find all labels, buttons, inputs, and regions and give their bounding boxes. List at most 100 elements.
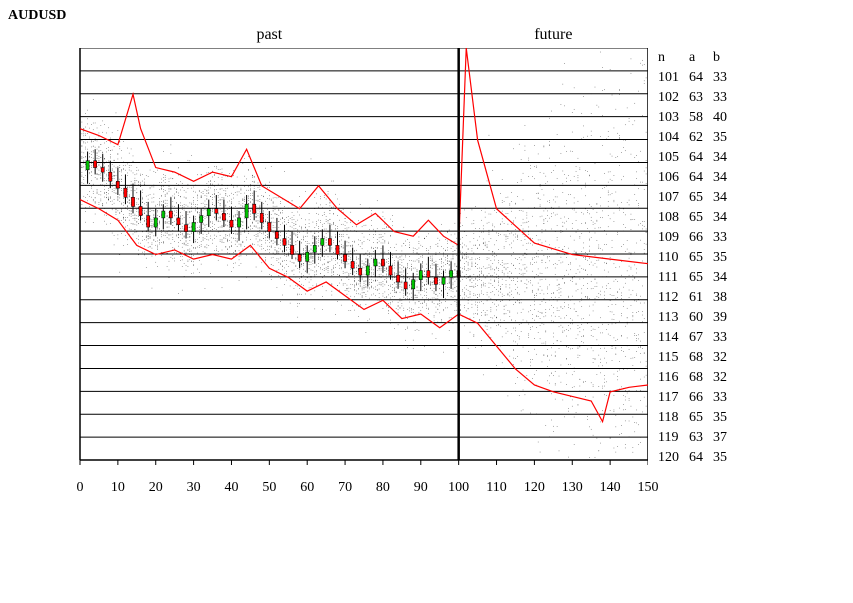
table-cell: 117 [658,388,689,408]
x-tick-label: 40 [224,480,238,496]
x-tick-label: 150 [638,480,659,496]
page-title: AUDUSD [8,8,845,24]
data-table: nab1016433102633310358401046235105643410… [658,48,737,468]
table-row: 1126138 [658,288,737,308]
table-cell: 58 [689,108,713,128]
table-row: 1026333 [658,88,737,108]
x-tick-label: 110 [486,480,506,496]
table-cell: 112 [658,288,689,308]
table-row: 1066434 [658,168,737,188]
table-cell: 111 [658,268,689,288]
table-cell: 68 [689,348,713,368]
table-cell: 67 [689,328,713,348]
table-cell: 101 [658,68,689,88]
x-tick-label: 30 [187,480,201,496]
table-cell: 102 [658,88,689,108]
table-cell: 35 [713,448,737,468]
table-cell: 64 [689,448,713,468]
table-row: 1106535 [658,248,737,268]
table-row: 1176633 [658,388,737,408]
table-cell: 32 [713,348,737,368]
x-tick-label: 80 [376,480,390,496]
x-tick-label: 60 [300,480,314,496]
table-header: b [713,48,737,68]
x-tick-label: 20 [149,480,163,496]
table-row: 1046235 [658,128,737,148]
table-row: 1186535 [658,408,737,428]
table-cell: 105 [658,148,689,168]
table-row: 1096633 [658,228,737,248]
table-cell: 104 [658,128,689,148]
x-tick-label: 70 [338,480,352,496]
table-row: 1056434 [658,148,737,168]
table-cell: 106 [658,168,689,188]
table-cell: 38 [713,288,737,308]
table-cell: 62 [689,128,713,148]
table-row: 1196337 [658,428,737,448]
x-tick-label: 0 [77,480,84,496]
table-cell: 34 [713,148,737,168]
table-cell: 64 [689,168,713,188]
past-label: past [256,26,282,44]
table-cell: 64 [689,148,713,168]
table-row: 1035840 [658,108,737,128]
table-cell: 35 [713,408,737,428]
price-chart [8,48,648,488]
table-cell: 116 [658,368,689,388]
table-cell: 33 [713,228,737,248]
table-cell: 35 [713,128,737,148]
table-cell: 61 [689,288,713,308]
table-cell: 103 [658,108,689,128]
table-cell: 68 [689,368,713,388]
table-cell: 66 [689,228,713,248]
table-cell: 119 [658,428,689,448]
table-row: 1076534 [658,188,737,208]
table-cell: 65 [689,188,713,208]
table-cell: 118 [658,408,689,428]
table-cell: 33 [713,88,737,108]
table-row: 1156832 [658,348,737,368]
table-cell: 63 [689,428,713,448]
x-tick-label: 10 [111,480,125,496]
table-cell: 65 [689,268,713,288]
table-row: 1116534 [658,268,737,288]
table-cell: 66 [689,388,713,408]
table-header: n [658,48,689,68]
table-cell: 64 [689,68,713,88]
future-label: future [534,26,572,44]
table-cell: 113 [658,308,689,328]
table-row: 1146733 [658,328,737,348]
table-cell: 34 [713,168,737,188]
chart-container: past future 0.630230.640230.650230.66023… [8,48,648,488]
table-row: 1086534 [658,208,737,228]
table-row: 1136039 [658,308,737,328]
table-header: a [689,48,713,68]
table-row: 1206435 [658,448,737,468]
table-cell: 34 [713,208,737,228]
table-cell: 107 [658,188,689,208]
table-cell: 65 [689,408,713,428]
table-cell: 33 [713,328,737,348]
x-tick-label: 100 [448,480,469,496]
table-cell: 32 [713,368,737,388]
table-cell: 60 [689,308,713,328]
table-cell: 34 [713,268,737,288]
table-cell: 34 [713,188,737,208]
table-cell: 37 [713,428,737,448]
table-row: 1166832 [658,368,737,388]
table-cell: 114 [658,328,689,348]
table-cell: 120 [658,448,689,468]
table-cell: 65 [689,208,713,228]
table-cell: 115 [658,348,689,368]
table-cell: 63 [689,88,713,108]
table-cell: 108 [658,208,689,228]
table-cell: 109 [658,228,689,248]
table-cell: 65 [689,248,713,268]
table-cell: 33 [713,68,737,88]
table-cell: 40 [713,108,737,128]
x-tick-label: 140 [600,480,621,496]
table-cell: 39 [713,308,737,328]
x-tick-label: 90 [414,480,428,496]
table-cell: 110 [658,248,689,268]
table-cell: 33 [713,388,737,408]
